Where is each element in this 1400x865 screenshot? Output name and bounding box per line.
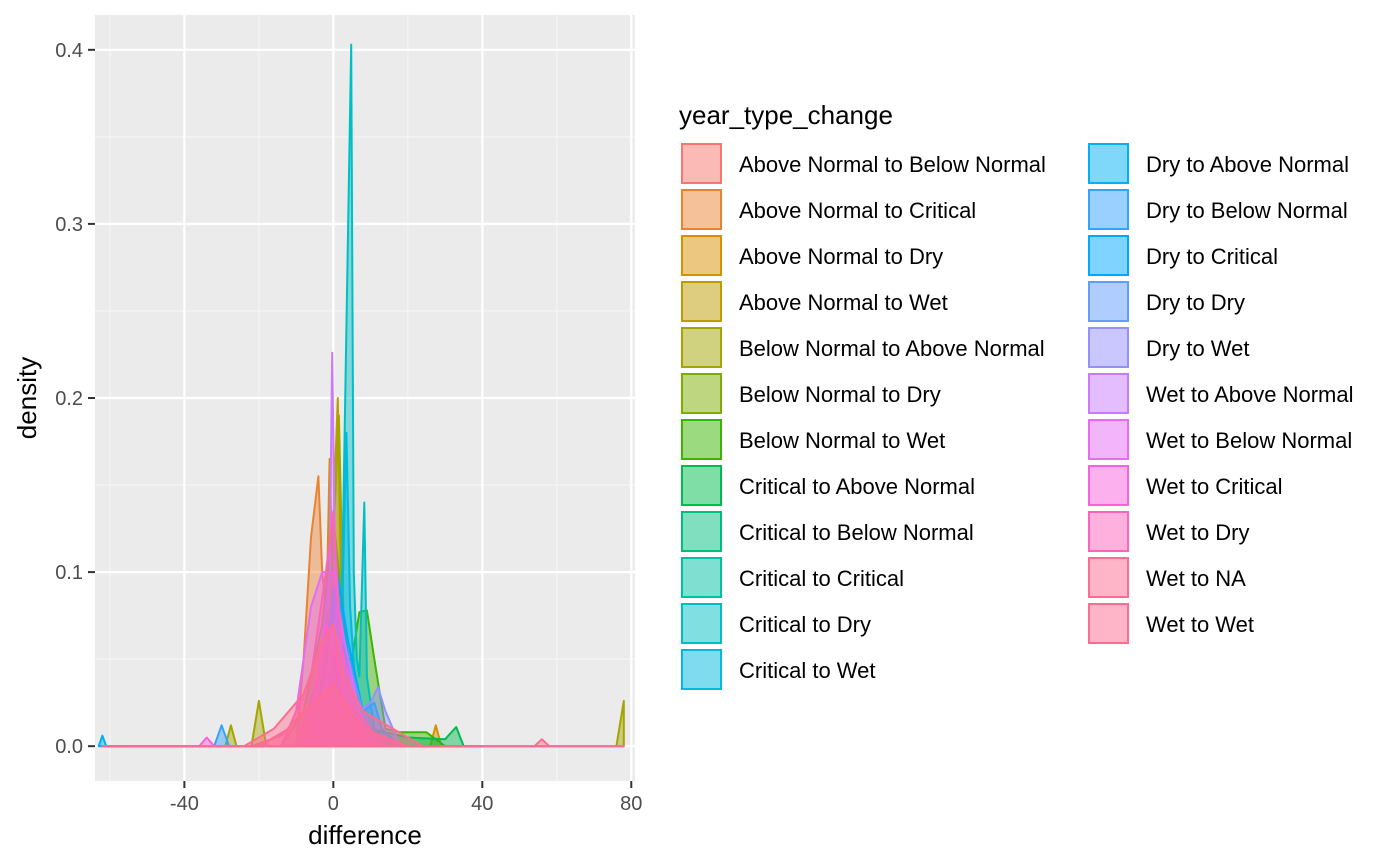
legend-label-critical-to-above-normal: Critical to Above Normal xyxy=(739,474,975,499)
legend-label-wet-to-wet: Wet to Wet xyxy=(1146,612,1254,637)
legend-label-wet-to-dry: Wet to Dry xyxy=(1146,520,1250,545)
legend-label-above-normal-to-below-normal: Above Normal to Below Normal xyxy=(739,152,1046,177)
legend-swatch-above-normal-to-wet xyxy=(681,281,722,322)
density-area-dry-to-above-normal xyxy=(97,588,387,748)
legend-swatch-dry-to-above-normal xyxy=(1088,143,1129,184)
legend-label-dry-to-wet: Dry to Wet xyxy=(1146,336,1250,361)
legend-swatch-dry-to-wet xyxy=(1088,327,1129,368)
legend-swatch-above-normal-to-critical xyxy=(681,189,722,230)
density-areas xyxy=(97,43,625,748)
x-axis: -40 0 40 80 xyxy=(170,781,642,815)
legend-label-wet-to-na: Wet to NA xyxy=(1146,566,1246,591)
legend-swatch-critical-to-critical xyxy=(681,557,722,598)
x-tick-label: -40 xyxy=(170,793,199,815)
legend-label-below-normal-to-dry: Below Normal to Dry xyxy=(739,382,941,407)
legend-swatch-wet-to-na xyxy=(1088,557,1129,598)
legend-swatch-wet-to-above-normal xyxy=(1088,373,1129,414)
legend-swatch-critical-to-below-normal xyxy=(681,511,722,552)
legend-label-critical-to-critical: Critical to Critical xyxy=(739,566,904,591)
legend-label-critical-to-wet: Critical to Wet xyxy=(739,658,876,683)
legend-swatch-wet-to-below-normal xyxy=(1088,419,1129,460)
x-tick-label: 80 xyxy=(620,793,642,815)
density-area-above-normal-to-wet xyxy=(101,397,357,748)
legend: Above Normal to Below Normal Above Normal… xyxy=(681,143,1353,690)
legend-swatch-above-normal-to-dry xyxy=(681,235,722,276)
legend-label-dry-to-below-normal: Dry to Below Normal xyxy=(1146,198,1348,223)
y-tick-label: 0.1 xyxy=(55,562,83,584)
legend-swatch-above-normal-to-below-normal xyxy=(681,143,722,184)
density-area-dry-to-critical xyxy=(101,571,402,748)
legend-swatch-dry-to-below-normal xyxy=(1088,189,1129,230)
legend-swatch-critical-to-dry xyxy=(681,603,722,644)
legend-swatch-wet-to-dry xyxy=(1088,511,1129,552)
legend-label-below-normal-to-wet: Below Normal to Wet xyxy=(739,428,945,453)
legend-label-above-normal-to-critical: Above Normal to Critical xyxy=(739,198,976,223)
density-area-wet-to-na xyxy=(101,623,625,748)
y-axis: 0.0 0.1 0.2 0.3 0.4 xyxy=(55,40,95,758)
legend-swatch-below-normal-to-wet xyxy=(681,419,722,460)
legend-title: year_type_change xyxy=(679,100,893,130)
legend-label-above-normal-to-wet: Above Normal to Wet xyxy=(739,290,948,315)
legend-swatch-wet-to-critical xyxy=(1088,465,1129,506)
y-axis-title: density xyxy=(12,357,42,439)
legend-swatch-dry-to-dry xyxy=(1088,281,1129,322)
density-area-wet-to-critical xyxy=(101,623,379,748)
legend-label-dry-to-critical: Dry to Critical xyxy=(1146,244,1278,269)
legend-label-above-normal-to-dry: Above Normal to Dry xyxy=(739,244,943,269)
legend-swatch-wet-to-wet xyxy=(1088,603,1129,644)
legend-label-dry-to-dry: Dry to Dry xyxy=(1146,290,1245,315)
legend-label-dry-to-above-normal: Dry to Above Normal xyxy=(1146,152,1349,177)
legend-label-below-normal-to-above-normal: Below Normal to Above Normal xyxy=(739,336,1045,361)
x-axis-title: difference xyxy=(308,820,422,850)
legend-swatch-dry-to-critical xyxy=(1088,235,1129,276)
legend-label-critical-to-below-normal: Critical to Below Normal xyxy=(739,520,974,545)
x-tick-label: 40 xyxy=(471,793,493,815)
y-tick-label: 0.3 xyxy=(55,214,83,236)
y-tick-label: 0.0 xyxy=(55,736,83,758)
legend-swatch-below-normal-to-dry xyxy=(681,373,722,414)
density-area-wet-to-wet xyxy=(101,684,409,748)
legend-label-critical-to-dry: Critical to Dry xyxy=(739,612,871,637)
legend-label-wet-to-critical: Wet to Critical xyxy=(1146,474,1283,499)
y-tick-label: 0.4 xyxy=(55,40,83,62)
legend-label-wet-to-below-normal: Wet to Below Normal xyxy=(1146,428,1352,453)
density-area-critical-to-dry xyxy=(101,43,394,748)
legend-swatch-critical-to-wet xyxy=(681,649,722,690)
legend-swatch-critical-to-above-normal xyxy=(681,465,722,506)
legend-swatch-below-normal-to-above-normal xyxy=(681,327,722,368)
y-tick-label: 0.2 xyxy=(55,388,83,410)
x-tick-label: 0 xyxy=(328,793,339,815)
legend-label-wet-to-above-normal: Wet to Above Normal xyxy=(1146,382,1353,407)
